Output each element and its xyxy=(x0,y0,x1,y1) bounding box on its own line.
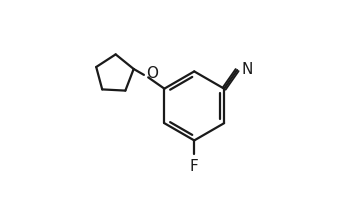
Text: N: N xyxy=(241,62,253,77)
Text: F: F xyxy=(190,159,199,174)
Text: O: O xyxy=(146,66,158,81)
